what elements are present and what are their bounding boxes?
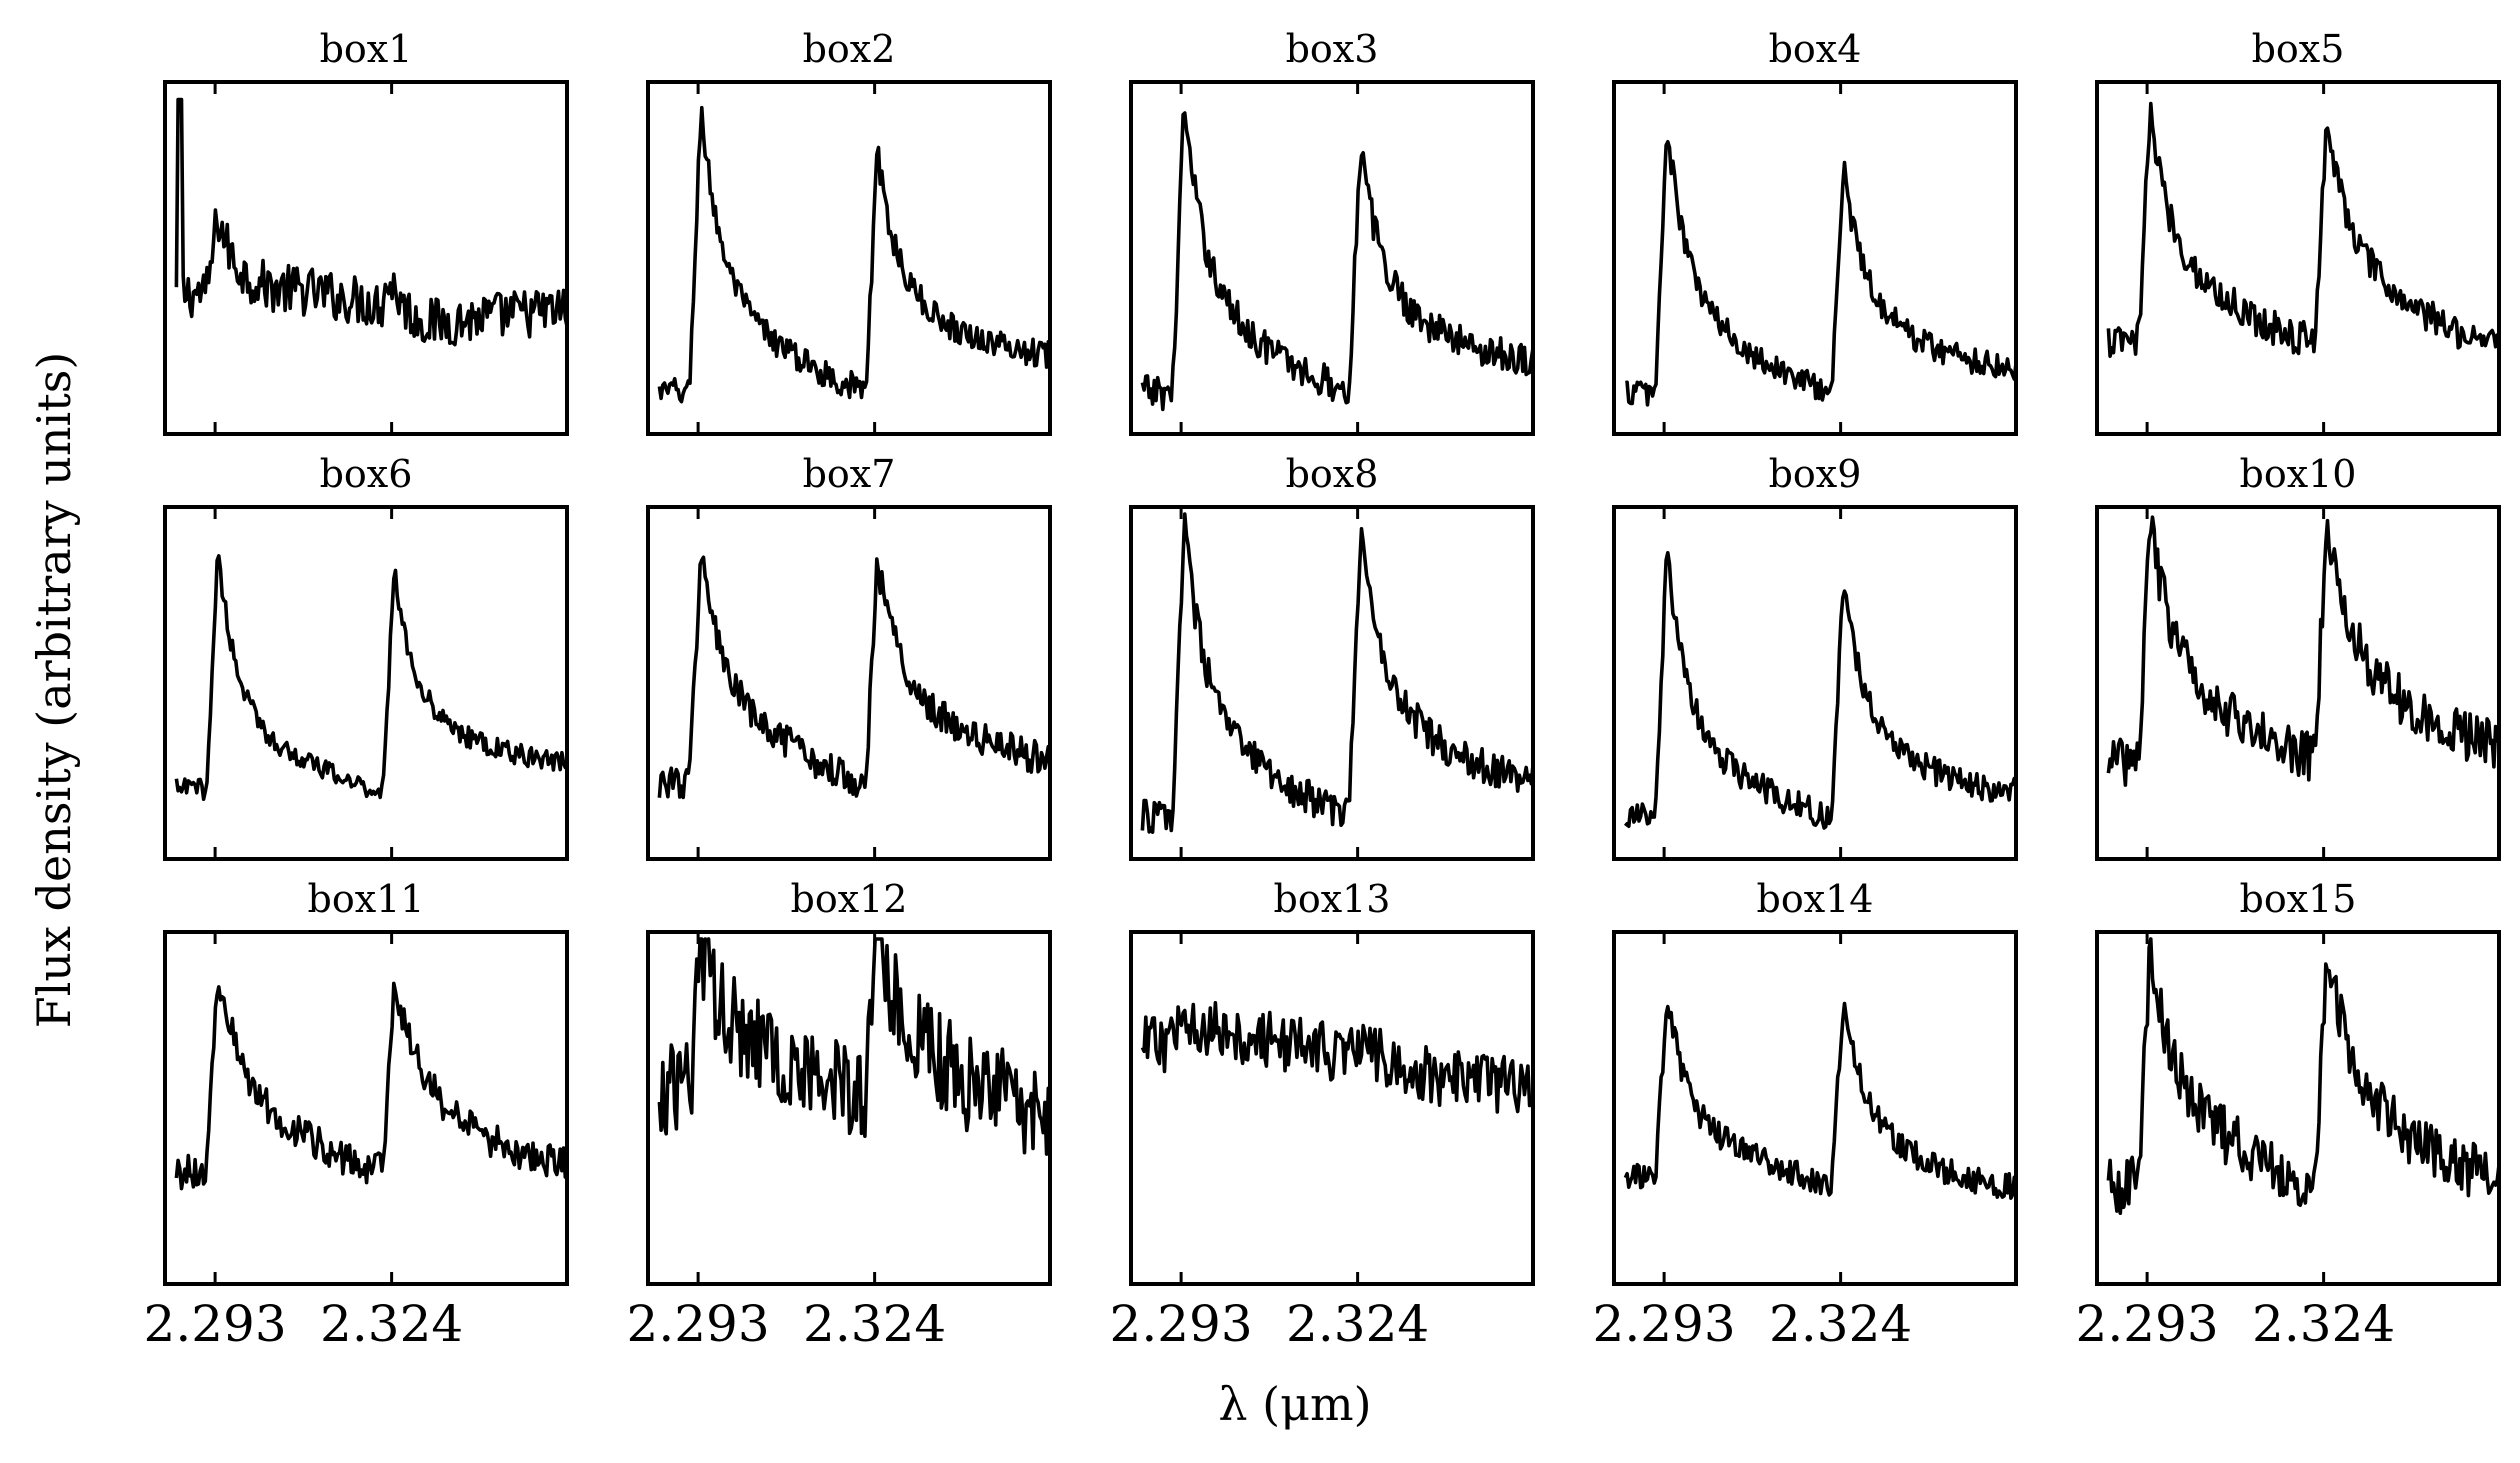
panel-box2: box2: [646, 27, 1052, 436]
axes-frame: [2095, 930, 2501, 1286]
spectrum-line: [174, 981, 567, 1191]
spectrum-line: [657, 105, 1050, 404]
panel-title: box12: [791, 877, 908, 921]
spectrum-line: [174, 554, 567, 801]
panel-box8: box8: [1129, 452, 1535, 861]
panel-box4: box4: [1612, 27, 2018, 436]
panel-box3: box3: [1129, 27, 1535, 436]
spectrum-line: [1140, 1001, 1533, 1114]
panel-title: box8: [1286, 452, 1379, 496]
panel-box11: box11 2.293 2.324: [144, 877, 569, 1353]
panel-title: box13: [1274, 877, 1391, 921]
x-tick-label: 2.324: [803, 1295, 946, 1353]
x-tick-label: 2.293: [627, 1295, 770, 1353]
panel-box12: box12 2.293 2.324: [627, 877, 1052, 1353]
panel-title: box6: [320, 452, 413, 496]
spectrum-line: [1625, 140, 2016, 407]
spectrum-line: [1624, 551, 2016, 830]
panel-title: box2: [803, 27, 896, 71]
spectrum-line: [2106, 515, 2499, 787]
x-tick-label: 2.324: [1286, 1295, 1429, 1353]
spectrum-line: [1140, 512, 1533, 834]
panel-title: box15: [2240, 877, 2357, 921]
panel-box15: box15 2.293 2.324: [2076, 877, 2501, 1353]
axes-frame: [2095, 80, 2501, 436]
panel-title: box7: [803, 452, 896, 496]
panel-box6: box6: [163, 452, 569, 861]
x-tick-label: 2.293: [144, 1295, 287, 1353]
panel-title: box1: [320, 27, 413, 71]
panel-box5: box5: [2095, 27, 2501, 436]
x-axis-label: λ (μm): [1218, 1377, 1371, 1431]
axes-frame: [163, 505, 569, 861]
panel-title: box14: [1757, 877, 1874, 921]
panel-title: box3: [1286, 27, 1379, 71]
x-tick-label: 2.324: [320, 1295, 463, 1353]
axes-frame: [1612, 930, 2018, 1286]
spectrum-line: [2106, 101, 2499, 358]
panel-box7: box7: [646, 452, 1052, 861]
panel-title: box4: [1769, 27, 1862, 71]
x-tick-label: 2.293: [1110, 1295, 1253, 1353]
spectrum-line: [657, 555, 1050, 800]
spectrum-line: [174, 97, 567, 347]
panel-title: box5: [2252, 27, 2345, 71]
y-axis-label: Flux density (arbitrary units): [27, 352, 81, 1029]
axes-frame: [2095, 505, 2501, 861]
panel-box1: box1: [163, 27, 569, 436]
axes-frame: [646, 505, 1052, 861]
spectrum-line: [1140, 111, 1533, 412]
x-tick-label: 2.324: [1769, 1295, 1912, 1353]
axes-frame: [163, 930, 569, 1286]
x-tick-label: 2.324: [2252, 1295, 2395, 1353]
panel-box9: box9: [1612, 452, 2018, 861]
axes-frame: [646, 80, 1052, 436]
panel-title: box9: [1769, 452, 1862, 496]
axes-frame: [1612, 505, 2018, 861]
x-tick-label: 2.293: [1593, 1295, 1736, 1353]
x-tick-label: 2.293: [2076, 1295, 2219, 1353]
spectrum-line: [2106, 937, 2499, 1215]
axes-frame: [163, 80, 569, 436]
panel-box10: box10: [2095, 452, 2501, 861]
panel-title: box10: [2240, 452, 2357, 496]
panel-box13: box13 2.293 2.324: [1110, 877, 1535, 1353]
spectrum-line: [1623, 1001, 2016, 1200]
panel-box14: box14 2.293 2.324: [1593, 877, 2018, 1353]
panel-title: box11: [308, 877, 425, 921]
axes-frame: [1612, 80, 2018, 436]
axes-frame: [1129, 930, 1535, 1286]
panels-layer: box1 box2 box3 box4 box5 box6 box7 box8 box9 box1…: [144, 27, 2501, 1353]
axes-frame: [1129, 505, 1535, 861]
axes-frame: [1129, 80, 1535, 436]
axes-frame: [646, 930, 1052, 1286]
spectrum-line: [657, 937, 1050, 1156]
